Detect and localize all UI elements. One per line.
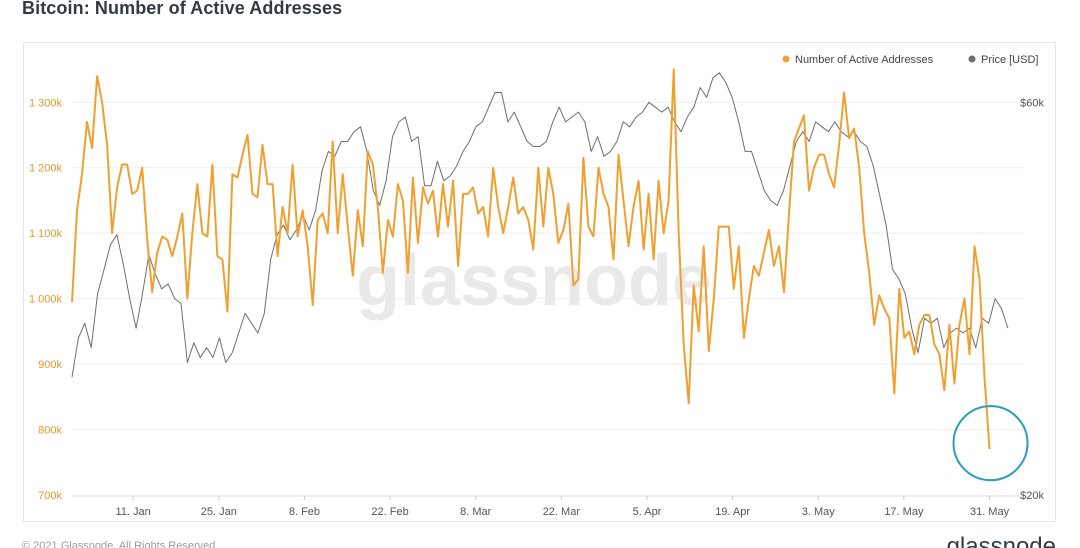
left-tick-label: 1 100k — [29, 228, 63, 240]
left-tick-label: 1 200k — [29, 163, 63, 175]
annotation-layer — [952, 405, 1029, 482]
legend-marker — [782, 55, 790, 63]
right-tick-label: $60k — [1020, 97, 1044, 109]
legend-label: Number of Active Addresses — [795, 54, 934, 66]
x-tick-label: 17. May — [884, 506, 924, 518]
highlight-circle — [952, 405, 1029, 482]
x-tick-label: 22. Mar — [543, 506, 581, 518]
x-tick-label: 31. May — [970, 506, 1010, 518]
x-tick-label: 8. Mar — [460, 506, 492, 518]
x-axis: 11. Jan 25. Jan 8. Feb 22. Feb 8. Mar 22. Mar… — [116, 496, 1010, 518]
series-line — [71, 68, 991, 450]
x-tick-label: 5. Apr — [633, 506, 662, 518]
left-tick-label: 700k — [38, 490, 62, 502]
x-tick-label: 11. Jan — [116, 506, 151, 518]
left-tick-label: 1 000k — [29, 294, 63, 306]
right-tick-label: $20k — [1020, 490, 1044, 502]
chart-panel: glassnode 700k 800k 900k 1 000k 1 100k 1 200k… — [23, 42, 1056, 522]
left-tick-label: 800k — [38, 425, 62, 437]
left-axis: 700k 800k 900k 1 000k 1 100k 1 200k 1 300k — [29, 97, 63, 502]
legend-marker — [968, 55, 976, 63]
series-line — [71, 72, 1009, 378]
x-tick-label: 8. Feb — [289, 506, 320, 518]
x-tick-label: 22. Feb — [371, 506, 408, 518]
left-tick-label: 900k — [38, 359, 62, 371]
right-axis: $20k $60k — [1020, 97, 1044, 502]
left-tick-label: 1 300k — [29, 97, 63, 109]
copyright-text: © 2021 Glassnode. All Rights Reserved. — [22, 540, 219, 548]
legend-label: Price [USD] — [981, 54, 1038, 66]
active-addresses-series — [71, 68, 991, 450]
x-tick-label: 25. Jan — [201, 506, 237, 518]
legend: Number of Active Addresses Price [USD] — [782, 54, 1038, 66]
brand-logo-text: glassnode — [946, 533, 1056, 548]
page-title: Bitcoin: Number of Active Addresses — [22, 0, 343, 18]
x-tick-label: 19. Apr — [715, 506, 750, 518]
price-series — [71, 72, 1009, 378]
x-tick-label: 3. May — [802, 506, 836, 518]
